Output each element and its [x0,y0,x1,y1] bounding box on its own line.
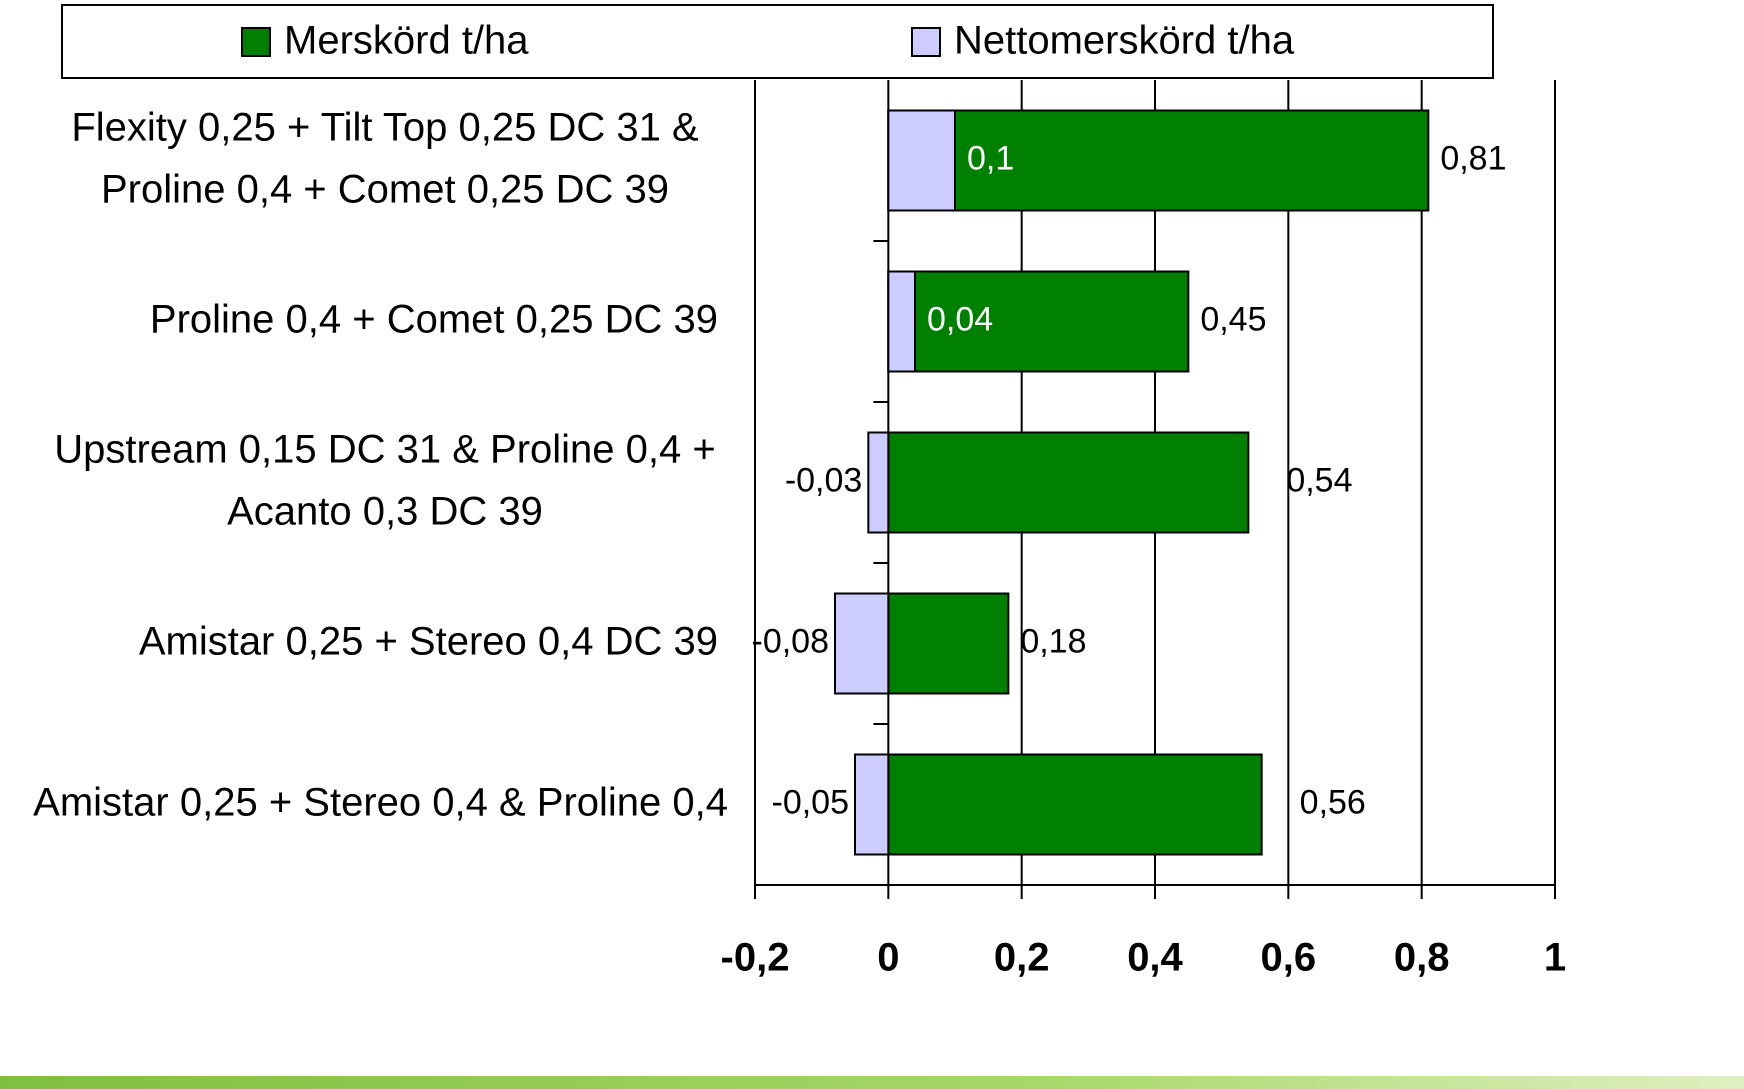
bar [887,270,916,373]
category-label: Upstream 0,15 DC 31 & Proline 0,4 + Acant… [54,427,715,533]
value-label: 0,18 [1020,622,1086,660]
value-label: 0,81 [1440,139,1506,177]
legend-box [61,4,1494,79]
x-tick-label: 0 [877,936,899,980]
category-label: Amistar 0,25 + Stereo 0,4 DC 39 [139,619,718,663]
x-tick-label: -0,2 [721,936,790,980]
legend-label: Nettomerskörd t/ha [954,19,1295,63]
category-label: Proline 0,4 + Comet 0,25 DC 39 [150,297,718,341]
value-label: 0,04 [927,300,993,338]
category-label: Flexity 0,25 + Tilt Top 0,25 DC 31 & Prol… [71,105,699,211]
bar [887,109,1430,212]
value-label: 0,1 [967,139,1014,177]
value-label: -0,03 [785,461,863,499]
value-label: 0,45 [1200,300,1266,338]
x-tick-label: 0,6 [1261,936,1317,980]
bar [887,592,1010,695]
bar [867,431,890,534]
bar [887,431,1250,534]
bar [887,109,956,212]
legend-label: Merskörd t/ha [284,19,529,63]
value-label: 0,54 [1286,461,1352,499]
footer-swoosh [0,1076,1744,1089]
x-tick-label: 0,2 [994,936,1050,980]
x-tick-label: 0,8 [1394,936,1450,980]
bar [834,592,890,695]
bar [887,270,1190,373]
value-label: 0,56 [1300,783,1366,821]
bar [854,753,890,856]
x-tick-label: 1 [1544,936,1566,980]
category-label: Amistar 0,25 + Stereo 0,4 & Proline 0,4 [33,780,728,824]
bar [887,753,1263,856]
legend-swatch [911,27,941,57]
legend-swatch [241,27,271,57]
value-label: -0,05 [772,783,850,821]
x-tick-label: 0,4 [1127,936,1183,980]
value-label: -0,08 [752,622,830,660]
